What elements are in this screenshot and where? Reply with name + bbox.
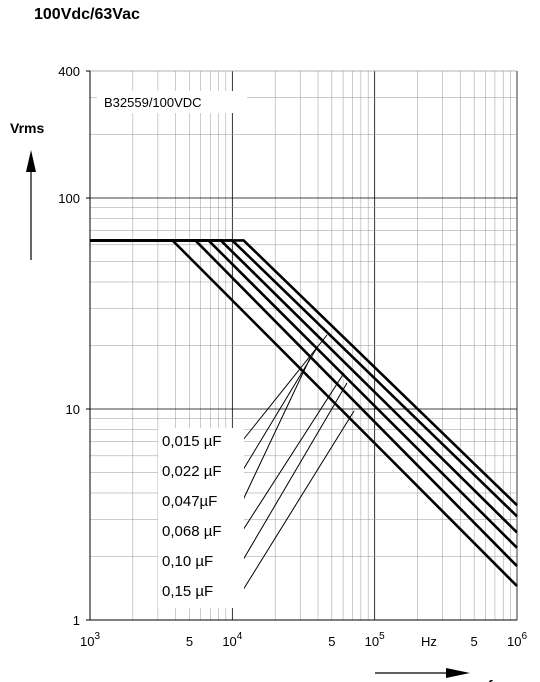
y-axis-label: Vrms bbox=[10, 120, 44, 136]
y-tick-label: 10 bbox=[66, 402, 80, 417]
leader-line bbox=[242, 355, 312, 501]
chart-heading: 100Vdc/63Vac bbox=[34, 6, 140, 23]
y-tick-label: 100 bbox=[58, 191, 80, 206]
x-axis-label: f bbox=[487, 677, 493, 682]
leader-line bbox=[242, 372, 345, 531]
x-tick-label: 104 bbox=[222, 631, 242, 649]
leader-line bbox=[242, 334, 328, 441]
y-tick-label: 400 bbox=[58, 64, 80, 79]
series-label: 0,15 µF bbox=[162, 583, 213, 600]
x-tick-label: 106 bbox=[507, 631, 527, 649]
series-label: 0,022 µF bbox=[162, 463, 222, 480]
series-label: 0,047µF bbox=[162, 493, 217, 510]
x-tick-label: 5 bbox=[328, 634, 335, 649]
series-label: 0,015 µF bbox=[162, 433, 222, 450]
y-tick-label: 1 bbox=[73, 613, 80, 628]
legend-label-area bbox=[158, 428, 244, 608]
chart-title: B32559/100VDC bbox=[104, 95, 202, 110]
x-tick-label: 5 bbox=[186, 634, 193, 649]
x-axis-arrow-head bbox=[446, 668, 470, 678]
x-tick-label: 103 bbox=[80, 631, 100, 649]
series-label: 0,068 µF bbox=[162, 523, 222, 540]
leader-line bbox=[242, 410, 355, 591]
y-axis-arrow-head bbox=[26, 150, 36, 172]
x-tick-label: Hz bbox=[421, 634, 437, 649]
leader-line bbox=[242, 382, 348, 561]
x-tick-label: 105 bbox=[365, 631, 385, 649]
title-box bbox=[97, 91, 247, 113]
series-label: 0,10 µF bbox=[162, 553, 213, 570]
x-tick-label: 5 bbox=[471, 634, 478, 649]
series-line bbox=[90, 239, 518, 587]
